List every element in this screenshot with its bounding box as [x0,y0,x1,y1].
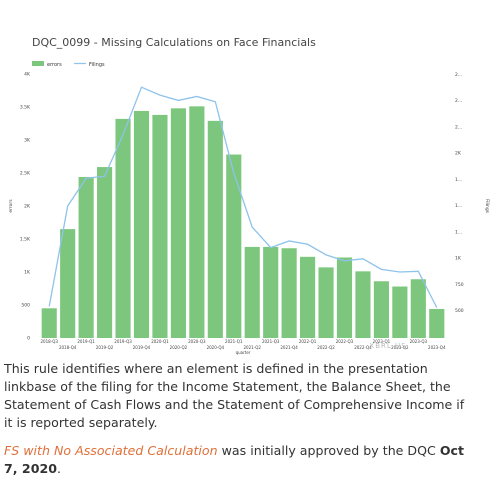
y-tick-label: 1.5K [20,237,31,243]
y2-tick-label: 1K [455,256,462,262]
bar-2021-Q1 [226,154,242,338]
bar-2023-Q4 [429,308,445,338]
y2-tick-label: 2... [455,124,462,130]
legend-swatch-errors [32,61,44,66]
y2-axis-label: Filings [484,199,490,214]
x-tick-label: 2022-Q1 [299,339,317,344]
y-tick-label: 500 [21,303,30,309]
bar-2020-Q2 [170,108,186,338]
bar-2022-Q4 [355,271,371,338]
y2-tick-label: 2K [455,151,462,157]
x-tick-label: 2019-Q2 [96,345,114,350]
x-tick-label: 2018-Q4 [59,345,77,350]
y2-tick-label: 2... [455,98,462,104]
y2-tick-label: 750 [455,282,464,288]
x-tick-label: 2021-Q4 [280,345,298,350]
bar-2020-Q4 [207,120,223,338]
chart-title: DQC_0099 - Missing Calculations on Face … [32,36,316,49]
description: This rule identifies where an element is… [4,360,474,488]
y2-tick-label: 1... [455,229,462,235]
x-tick-label: 2021-Q3 [262,339,280,344]
y-tick-label: 3K [24,138,31,144]
x-tick-label: 2022-Q3 [336,339,354,344]
y-tick-label: 4K [24,72,31,78]
filings-line [48,86,438,308]
rule-description: This rule identifies where an element is… [4,361,465,430]
x-tick-label: 2021-Q1 [225,339,243,344]
rule-link[interactable]: FS with No Associated Calculation [4,443,218,458]
y2-tick-label: 2... [455,72,462,78]
bar-2018-Q3 [41,308,57,338]
y-axis-label: errors [8,199,14,213]
bar-2018-Q4 [60,229,76,338]
bar-2019-Q1 [78,176,94,338]
legend-label-errors: errors [47,62,62,68]
y-tick-label: 3.5K [20,105,31,111]
bar-2021-Q3 [263,246,279,338]
x-tick-label: 2019-Q4 [133,345,151,350]
y2-tick-label: 1... [455,203,462,209]
x-tick-label: 2019-Q1 [77,339,95,344]
x-tick-label: 2018-Q3 [40,339,58,344]
bar-2021-Q2 [244,246,260,338]
bar-2023-Q2 [392,286,408,338]
x-tick-label: 2022-Q4 [354,345,372,350]
y-tick-label: 0 [27,336,30,342]
x-tick-label: 2023-Q1 [373,339,391,344]
legend-label-filings: Filings [89,62,105,68]
x-tick-label: 2020-Q3 [188,339,206,344]
x-tick-label: 2020-Q2 [170,345,188,350]
bar-2023-Q3 [410,279,426,338]
y2-tick-label: 500 [455,308,464,314]
y2-tick-label: 1... [455,177,462,183]
bar-2023-Q1 [373,281,389,338]
bar-2019-Q3 [115,118,131,338]
y-tick-label: 1K [24,270,31,276]
x-tick-label: 2019-Q3 [114,339,132,344]
x-axis-label: quarter [236,350,251,355]
x-tick-label: 2020-Q4 [207,345,225,350]
approval-date: Oct 7, 2020 [4,443,465,476]
bar-2019-Q2 [97,167,113,338]
bar-2022-Q3 [336,257,353,338]
approval-paragraph: FS with No Associated Calculation was in… [4,443,465,476]
chart: DQC_0099 - Missing Calculations on Face … [8,36,490,355]
y-tick-label: 2K [24,204,31,210]
bar-2022-Q1 [300,256,316,338]
x-tick-label: 2023-Q4 [428,345,446,350]
x-tick-label: 2023-Q3 [410,339,428,344]
bar-2019-Q4 [133,110,150,339]
x-tick-label: 2020-Q1 [151,339,169,344]
x-tick-label: 2022-Q2 [317,345,335,350]
bar-2021-Q4 [281,248,297,338]
chart-svg: errors Filings 0 500 1K 1.5K 2K 2.5K 3K 3.5K 4K err… [8,61,490,355]
bar-2022-Q2 [318,267,334,338]
x-tick-label: 2021-Q2 [243,345,261,350]
bar-2020-Q1 [152,114,168,338]
watermark-logo: XBRL US [369,342,406,350]
x-tick-label: 2023-Q2 [391,345,409,350]
bar-2020-Q3 [189,106,205,338]
y-tick-label: 2.5K [20,171,31,177]
